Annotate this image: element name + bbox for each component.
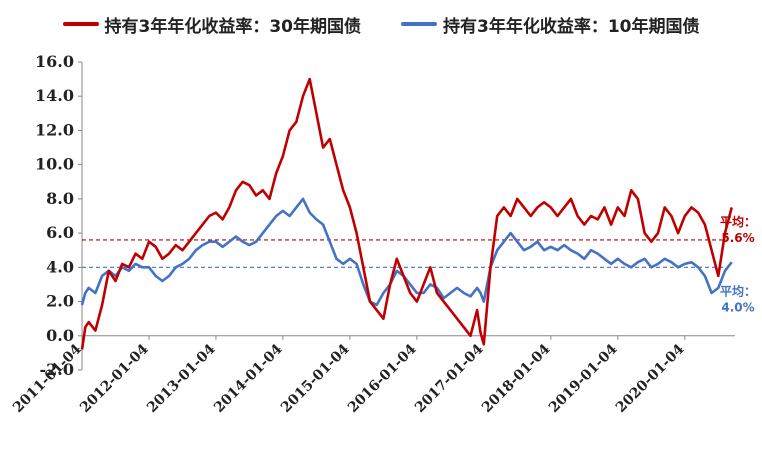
average-label-10y-value: 4.0% [721,300,754,314]
x-tick-label: 2013-01-04 [144,341,219,416]
legend-item-30y: 持有3年年化收益率：30年期国债 [62,12,362,37]
y-tick-label: 4.0 [46,257,74,276]
y-tick-label: 0.0 [46,326,74,345]
legend-swatch-10y [401,22,437,26]
series-line-10y [80,197,733,307]
y-tick-label: 8.0 [46,189,74,208]
y-tick-label: 16.0 [35,52,74,71]
x-tick-label: 2017-01-04 [412,341,487,416]
y-tick-label: 12.0 [35,120,74,139]
y-tick-label: 14.0 [35,86,74,105]
legend: 持有3年年化收益率：30年期国债 持有3年年化收益率：10年期国债 [0,6,762,42]
legend-label-10y: 持有3年年化收益率：10年期国债 [443,16,700,37]
y-tick-label: 10.0 [35,155,74,174]
series-line-30y [80,77,733,350]
y-tick-label: 2.0 [46,292,74,311]
x-tick-label: 2012-01-04 [77,341,152,416]
average-label-30y-prefix: 平均： [720,214,756,229]
x-tick-label: 2020-01-04 [613,341,688,416]
x-tick-label: 2014-01-04 [211,341,286,416]
y-tick-label: 6.0 [46,223,74,242]
legend-item-10y: 持有3年年化收益率：10年期国债 [401,12,700,37]
y-axis: 16.0 14.0 12.0 10.0 8.0 6.0 4.0 2.0 0.0 -2.0 [35,52,83,379]
average-label-30y-value: 5.6% [721,231,754,245]
y-tick-label: -2.0 [40,360,74,379]
plot-area [80,77,733,350]
average-label-10y-prefix: 平均： [720,283,756,298]
legend-label-30y: 持有3年年化收益率：30年期国债 [104,16,362,37]
x-tick-label: 2019-01-04 [546,341,621,416]
legend-swatch-30y [62,22,99,26]
x-tick-label: 2018-01-04 [479,341,554,416]
x-axis: 2011-01-042012-01-042013-01-042014-01-04… [10,335,735,416]
average-labels: 平均： 5.6% 平均： 4.0% [720,214,756,314]
x-tick-label: 2015-01-04 [278,341,353,416]
average-lines [82,239,723,268]
x-tick-label: 2016-01-04 [345,341,420,416]
